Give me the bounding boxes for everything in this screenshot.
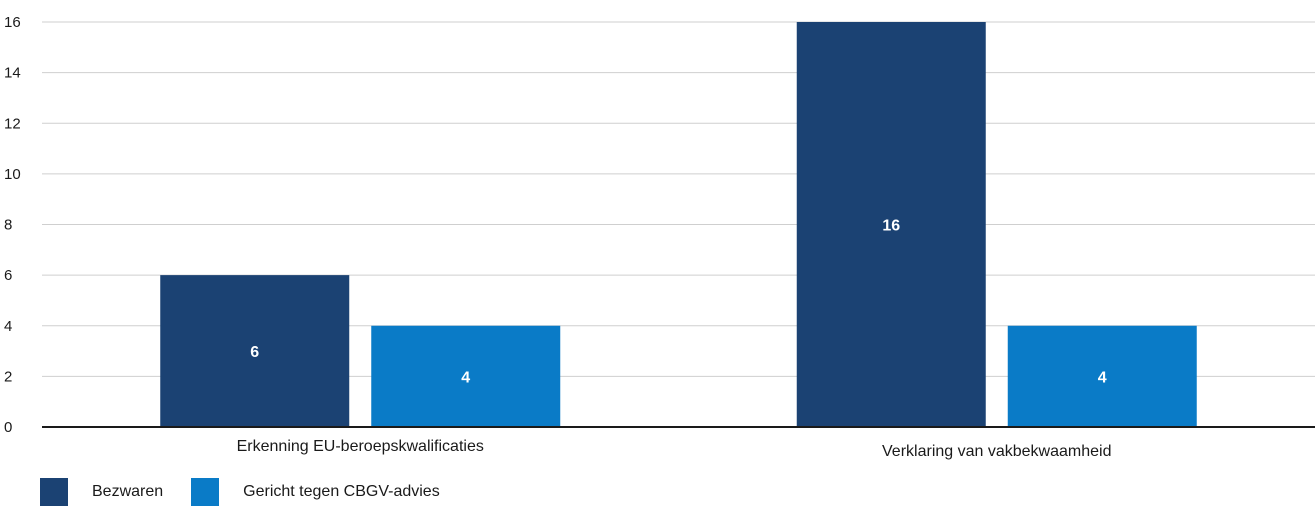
data-label: 4 — [461, 369, 470, 386]
legend-swatch-bezwaren — [40, 478, 68, 506]
bar — [796, 22, 986, 427]
y-tick-label: 6 — [4, 267, 12, 284]
bar — [160, 275, 350, 427]
data-label: 4 — [1098, 369, 1107, 386]
bar-chart: 0 2 4 6 8 10 12 14 16 6 4 Erkenning EU-beroepskwali… — [4, 14, 1315, 460]
x-category-label: Erkenning EU-beroepskwalificaties — [237, 438, 484, 455]
legend: Bezwaren Gericht tegen CBGV-advies — [40, 478, 468, 506]
data-label: 6 — [250, 344, 259, 361]
y-tick-label: 8 — [4, 217, 12, 234]
y-tick-label: 0 — [4, 419, 12, 436]
legend-label-cbgv: Gericht tegen CBGV-advies — [243, 483, 440, 500]
legend-label-bezwaren: Bezwaren — [92, 483, 164, 500]
y-tick-label: 10 — [4, 166, 21, 183]
y-tick-label: 2 — [4, 368, 12, 385]
legend-item-cbgv: Gericht tegen CBGV-advies — [191, 478, 440, 506]
bar — [1007, 325, 1197, 427]
data-label: 16 — [882, 218, 900, 235]
y-tick-label: 12 — [4, 115, 21, 132]
y-tick-label: 16 — [4, 14, 21, 31]
y-tick-label: 4 — [4, 318, 12, 335]
bar — [371, 325, 561, 427]
legend-swatch-cbgv — [191, 478, 220, 506]
y-tick-label: 14 — [4, 65, 21, 82]
legend-item-bezwaren: Bezwaren — [40, 478, 163, 506]
x-category-label: Verklaring van vakbekwaamheid — [882, 443, 1111, 460]
